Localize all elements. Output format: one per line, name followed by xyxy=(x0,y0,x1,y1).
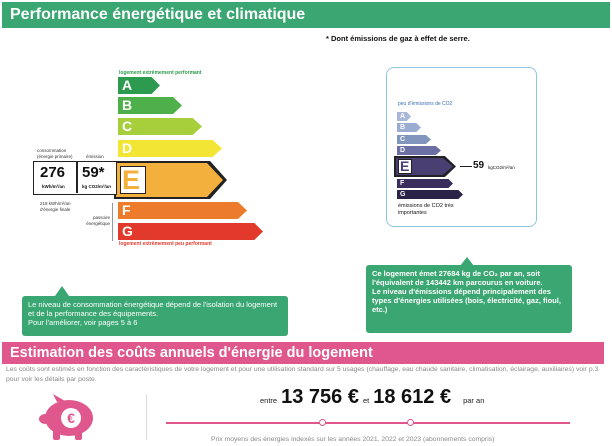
costs-range-low-dot xyxy=(319,419,326,426)
costs-description: Les coûts sont estimés en fonction des c… xyxy=(6,366,599,383)
callout-left-text: Le niveau de consommation énergétique dé… xyxy=(28,300,278,318)
svg-text:€: € xyxy=(67,410,75,426)
costs-between: entre xyxy=(260,396,278,405)
co2-bar-d: D xyxy=(397,146,441,155)
energy-bottom-label: logement extrêmement peu performant xyxy=(119,241,212,247)
energy-bar-g: G xyxy=(118,223,263,240)
price-note: Prix moyens des énergies indexés sur les… xyxy=(211,436,495,443)
callout-left-link[interactable]: Pour l'améliorer, voir pages 5 à 6 xyxy=(28,318,138,327)
emission-unit: kg CO2/m²/an xyxy=(82,184,112,189)
callout-right: Ce logement émet 27684 kg de CO₂ par an,… xyxy=(366,265,572,333)
final-energy-note: 218 kWh/m²/an d'énergie finale xyxy=(40,201,71,212)
energy-bar-c: C xyxy=(118,118,202,135)
co2-current-letter-box xyxy=(398,159,412,174)
energy-bar-d: D xyxy=(118,140,222,157)
co2-bottom-label: émissions de CO2 très importantes xyxy=(398,203,454,216)
passoire-bracket xyxy=(112,203,113,241)
energy-values-box: 276 kWh/m²/an 59* kg CO2/m²/an xyxy=(33,161,117,195)
costs-range-line xyxy=(166,422,570,424)
consumption-unit: kWh/m²/an xyxy=(42,184,65,189)
ges-footnote: * Dont émissions de gaz à effet de serre… xyxy=(326,34,470,43)
values-divider xyxy=(76,162,78,193)
emission-value: 59* xyxy=(82,164,105,181)
energy-bar-b: B xyxy=(118,97,182,114)
costs-and: et xyxy=(362,396,370,405)
energy-top-label: logement extrêmement performant xyxy=(119,70,202,76)
consumption-value: 276 xyxy=(40,164,66,181)
energy-current-letter: E xyxy=(122,165,141,195)
costs-low: 13 756 € xyxy=(281,386,359,408)
callout-left: Le niveau de consommation énergétique dé… xyxy=(22,296,288,336)
energy-bar-f: F xyxy=(118,202,247,219)
costs-per-year: par an xyxy=(463,396,485,405)
section-title-costs: Estimation des coûts annuels d'énergie d… xyxy=(2,342,604,364)
co2-current-letter: E xyxy=(400,158,410,174)
callout-left-arrow xyxy=(55,286,69,296)
piggy-bank-icon: € xyxy=(37,392,101,442)
co2-bar-a: A xyxy=(397,112,411,121)
passoire-label: passoire énergétique xyxy=(86,215,110,226)
co2-panel xyxy=(386,67,537,227)
costs-range-high-dot xyxy=(407,419,414,426)
emission-label: émission xyxy=(86,154,104,159)
co2-bar-b: B xyxy=(397,123,421,132)
callout-right-line2: Le niveau d'émissions dépend principalem… xyxy=(372,287,561,314)
co2-bar-c: C xyxy=(397,135,431,144)
co2-unit: kgCO2/m²/an xyxy=(488,165,515,170)
callout-right-line1: Ce logement émet 27684 kg de CO₂ par an,… xyxy=(372,269,543,287)
section-title-performance: Performance énergétique et climatique xyxy=(2,2,610,28)
costs-separator xyxy=(146,394,147,440)
costs-range: entre 13 756 € et 18 612 € par an xyxy=(260,386,484,409)
callout-right-arrow xyxy=(460,257,474,266)
consumption-label: consommation (énergie primaire) xyxy=(37,148,73,159)
co2-value: 59 xyxy=(473,160,485,171)
costs-high: 18 612 € xyxy=(373,386,452,408)
energy-bar-a: A xyxy=(118,77,160,94)
co2-top-label: peu d'émissions de CO2 xyxy=(398,101,453,107)
energy-current-letter-box xyxy=(120,166,146,194)
co2-bar-f: F xyxy=(397,179,453,188)
co2-bar-g: G xyxy=(397,190,463,199)
co2-value-pointer xyxy=(460,166,472,167)
